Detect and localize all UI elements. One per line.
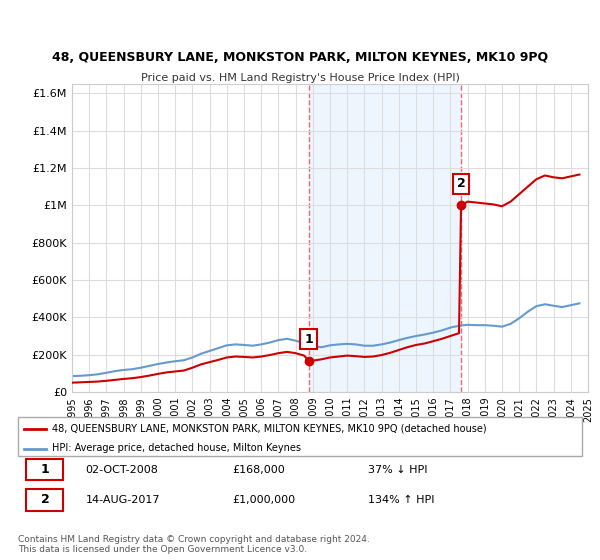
Text: Price paid vs. HM Land Registry's House Price Index (HPI): Price paid vs. HM Land Registry's House … [140,73,460,83]
FancyBboxPatch shape [18,417,582,456]
Text: 2: 2 [457,178,466,190]
Text: 1: 1 [41,463,49,476]
FancyBboxPatch shape [26,459,63,480]
Text: 48, QUEENSBURY LANE, MONKSTON PARK, MILTON KEYNES, MK10 9PQ: 48, QUEENSBURY LANE, MONKSTON PARK, MILT… [52,52,548,64]
Text: £1,000,000: £1,000,000 [232,495,295,505]
Bar [308,84,461,392]
Text: £168,000: £168,000 [232,465,285,475]
Text: 37% ↓ HPI: 37% ↓ HPI [368,465,427,475]
Text: HPI: Average price, detached house, Milton Keynes: HPI: Average price, detached house, Milt… [52,443,301,453]
Text: 14-AUG-2017: 14-AUG-2017 [86,495,160,505]
Text: 2: 2 [41,493,49,506]
Text: 02-OCT-2008: 02-OCT-2008 [86,465,158,475]
Text: 1: 1 [304,333,313,346]
Text: Contains HM Land Registry data © Crown copyright and database right 2024.
This d: Contains HM Land Registry data © Crown c… [18,535,370,554]
Text: 48, QUEENSBURY LANE, MONKSTON PARK, MILTON KEYNES, MK10 9PQ (detached house): 48, QUEENSBURY LANE, MONKSTON PARK, MILT… [52,423,487,433]
Text: 134% ↑ HPI: 134% ↑ HPI [368,495,434,505]
FancyBboxPatch shape [26,489,63,511]
